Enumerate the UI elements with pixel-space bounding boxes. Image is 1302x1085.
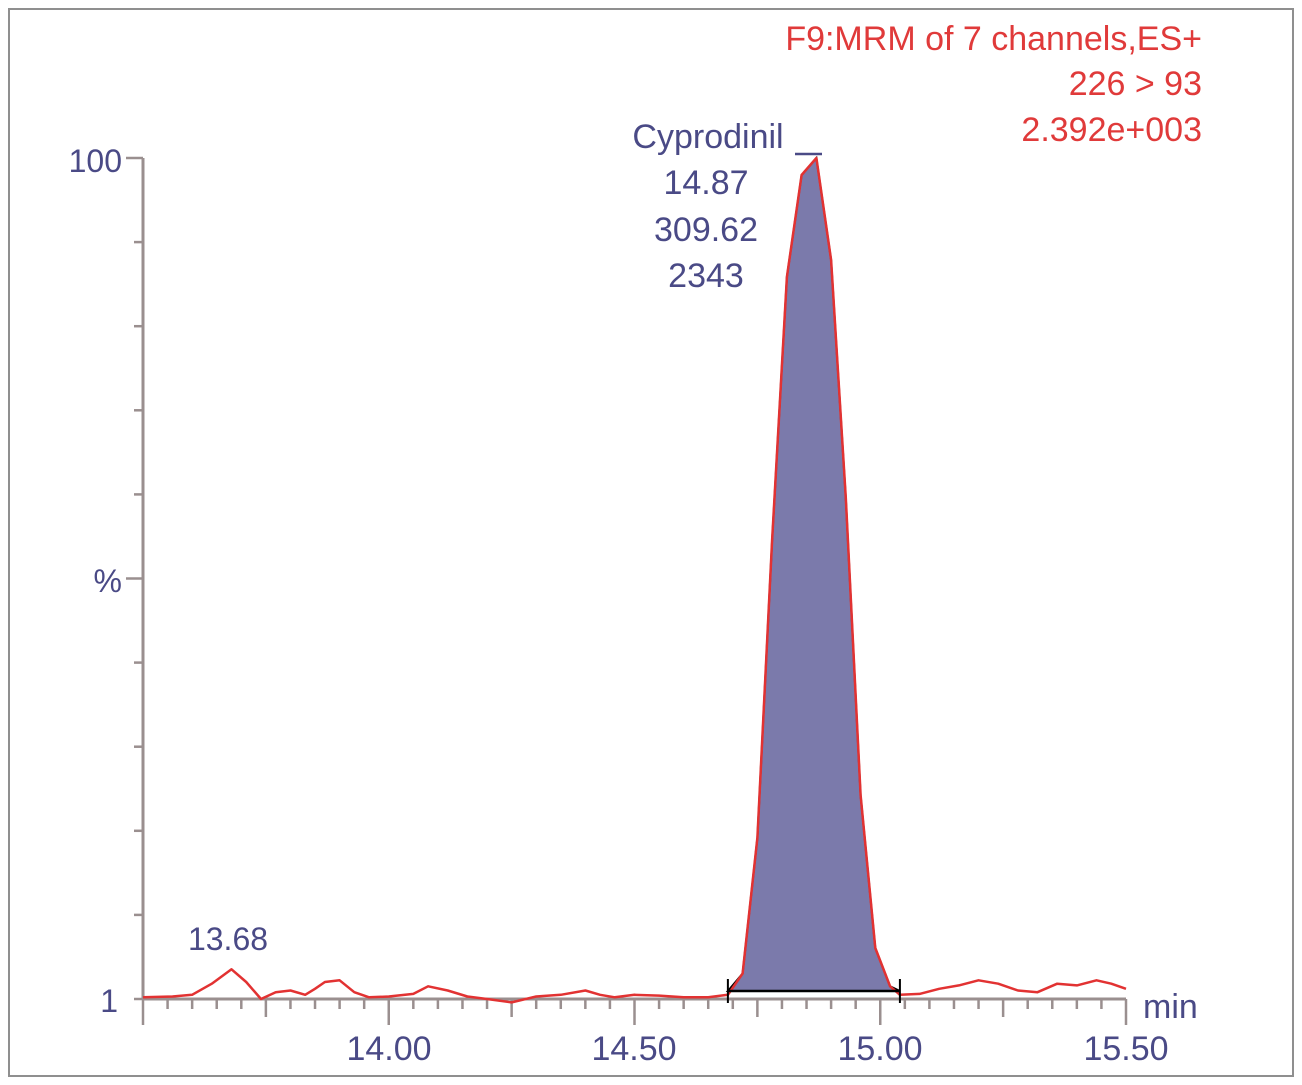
x-tick-label-15-50: 15.50: [1083, 1030, 1168, 1068]
chromatogram-trace: [142, 156, 1127, 1004]
y-tick-label-1: 1: [100, 983, 118, 1019]
peak-area: 309.62: [654, 211, 758, 249]
peak-retention-time: 14.87: [663, 164, 748, 202]
intensity-label: 2.392e+003: [1021, 111, 1202, 149]
y-axis-label: %: [94, 563, 122, 599]
peak-integration-baseline: [726, 979, 901, 1003]
transition-label: 226 > 93: [1069, 65, 1202, 103]
minor-peak-rt-label: 13.68: [188, 921, 268, 957]
peak-height: 2343: [668, 257, 744, 295]
chromatogram-frame: [8, 8, 1294, 1077]
y-tick-label-100: 100: [69, 143, 122, 179]
x-tick-label-15-00: 15.00: [837, 1030, 922, 1068]
y-axis-ticks: [126, 156, 143, 1001]
x-tick-label-14-50: 14.50: [591, 1030, 676, 1068]
x-tick-label-14-00: 14.00: [346, 1030, 431, 1068]
function-header: F9:MRM of 7 channels,ES+: [785, 20, 1202, 58]
x-axis-unit: min: [1143, 988, 1198, 1026]
peak-compound-name: Cyprodinil: [632, 118, 783, 156]
x-axis-ticks: [141, 999, 1128, 1025]
